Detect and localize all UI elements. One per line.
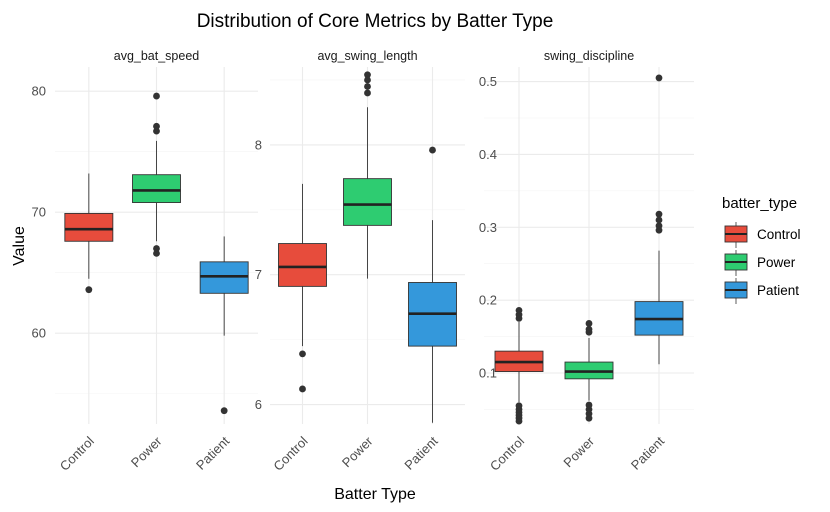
legend-title: batter_type <box>722 195 797 212</box>
legend-label: Patient <box>757 283 799 298</box>
outlier-point <box>429 146 436 154</box>
outlier-point <box>153 249 160 257</box>
y-tick-label: 7 <box>255 267 262 282</box>
x-tick-label: Control <box>487 433 527 473</box>
outlier-point <box>655 216 663 224</box>
panels: 60 70 80 avg_bat_speed Control Power Patient 6 7… <box>32 49 694 474</box>
legend-item-control: Control <box>724 222 801 248</box>
box-power <box>564 320 614 422</box>
panel-avg-bat-speed: 60 70 80 avg_bat_speed Control Power Patient <box>32 49 258 474</box>
panel-avg-swing-length: 6 7 8 avg_swing_length Control Power Patient <box>255 49 465 474</box>
box-power <box>343 71 392 279</box>
y-tick-label: 0.5 <box>479 74 497 89</box>
box-power <box>132 92 181 257</box>
x-tick-label: Power <box>560 433 597 470</box>
y-tick-label: 8 <box>255 137 262 152</box>
x-tick-label: Control <box>57 433 97 473</box>
outlier-point <box>585 325 593 333</box>
y-tick-label: 0.1 <box>479 366 497 381</box>
outlier-point <box>655 222 663 230</box>
box-patient <box>199 236 249 415</box>
y-tick-label: 6 <box>255 397 262 412</box>
chart-title: Distribution of Core Metrics by Batter T… <box>197 11 554 32</box>
y-tick-label: 0.2 <box>479 293 497 308</box>
outlier-point <box>153 127 160 135</box>
box-body <box>132 174 181 203</box>
x-tick-label: Power <box>339 433 376 470</box>
legend-label: Control <box>757 227 801 242</box>
outlier-point <box>515 306 523 314</box>
outlier-point <box>153 245 160 252</box>
outlier-point <box>364 89 371 97</box>
facet-strip-label: avg_swing_length <box>317 49 417 63</box>
box-body <box>64 212 114 242</box>
outlier-point <box>364 83 371 90</box>
outlier-point <box>299 385 306 393</box>
y-tick-label: 60 <box>32 326 46 341</box>
outlier-point <box>655 74 663 82</box>
outlier-point <box>655 210 663 218</box>
outlier-point <box>515 402 523 410</box>
outlier-point <box>299 350 306 358</box>
x-tick-label: Patient <box>628 433 667 472</box>
legend-label: Power <box>757 255 796 270</box>
y-tick-label: 0.3 <box>479 220 497 235</box>
y-tick-label: 0.4 <box>479 147 497 162</box>
x-tick-label: Patient <box>401 433 440 472</box>
box-control <box>64 173 114 294</box>
box-control <box>278 183 327 393</box>
y-tick-label: 70 <box>32 205 46 220</box>
box-control <box>494 306 544 425</box>
outlier-point <box>220 407 228 415</box>
outlier-point <box>364 76 371 84</box>
y-axis-title: Value <box>11 226 28 266</box>
facet-strip-label: avg_bat_speed <box>114 49 200 63</box>
box-patient <box>634 74 684 365</box>
legend-item-power: Power <box>724 250 796 276</box>
legend-item-patient: Patient <box>724 278 799 304</box>
facet-strip-label: swing_discipline <box>544 49 634 63</box>
x-tick-label: Patient <box>193 433 232 472</box>
legend: batter_type Control Power Patient <box>722 195 801 304</box>
panel-swing-discipline: 0.1 0.2 0.3 0.4 0.5 swing_discipline Control Po… <box>479 49 694 474</box>
box-body <box>278 243 327 287</box>
x-axis-title: Batter Type <box>334 486 416 503</box>
outlier-point <box>585 401 593 409</box>
outlier-point <box>153 92 160 100</box>
x-tick-label: Power <box>128 433 165 470</box>
outlier-point <box>153 122 160 130</box>
box-patient <box>408 146 457 423</box>
outlier-point <box>585 320 593 327</box>
y-tick-label: 80 <box>32 84 46 99</box>
x-tick-label: Control <box>270 433 310 473</box>
outlier-point <box>85 286 93 294</box>
box-body <box>343 178 392 226</box>
outlier-point <box>364 71 371 79</box>
